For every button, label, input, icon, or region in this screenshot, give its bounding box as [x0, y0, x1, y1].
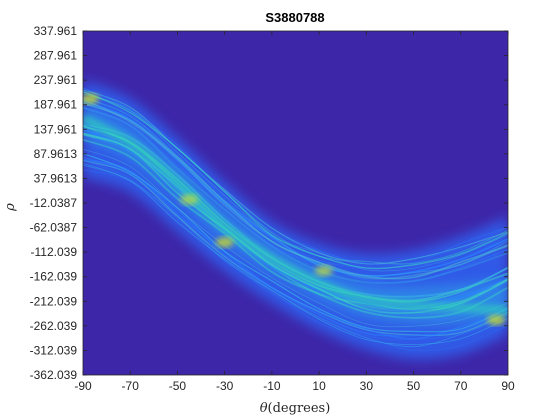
- y-tick-label: 337.961: [34, 24, 78, 38]
- y-tick-label: 287.961: [34, 49, 78, 63]
- x-tick-label: 30: [360, 379, 374, 393]
- y-tick-label: -312.039: [30, 343, 78, 357]
- sinusoid-streak: [83, 106, 508, 284]
- vote-hotspot: [83, 93, 100, 104]
- x-axis-label-unit: (degrees): [268, 401, 331, 416]
- vote-ridge: [83, 114, 508, 315]
- y-tick-label: 37.9613: [34, 171, 78, 185]
- x-tick-label: 70: [454, 379, 468, 393]
- sinusoid-streak: [83, 158, 508, 340]
- sinusoid-streak: [83, 90, 508, 270]
- x-tick-label: 50: [407, 379, 421, 393]
- sinusoid-streak: [83, 106, 508, 285]
- heatmap-layer: [83, 80, 508, 360]
- sinusoid-streak: [83, 156, 508, 337]
- y-tick-label: -212.039: [30, 294, 78, 308]
- sinusoid-streak: [83, 89, 508, 265]
- x-axis-label-symbol: θ: [260, 401, 268, 416]
- x-tick-label: -30: [216, 379, 234, 393]
- y-tick-label: -262.039: [30, 319, 78, 333]
- sinusoid-streak: [83, 102, 508, 280]
- y-tick-label: 187.961: [34, 98, 78, 112]
- sinusoid-streak: [83, 87, 508, 266]
- y-tick-label: 137.961: [34, 122, 78, 136]
- x-tick-label: -90: [74, 379, 92, 393]
- sinusoid-streak: [83, 163, 508, 347]
- sinusoid-streak: [83, 98, 508, 269]
- sinusoid-streak: [83, 91, 508, 272]
- y-tick-label: -12.0387: [30, 196, 78, 210]
- x-tick-label: -70: [122, 379, 140, 393]
- sinusoid-streak: [83, 93, 508, 265]
- plot-area: [82, 30, 509, 376]
- y-axis: 337.961 287.961 237.961 187.961 137.961 87.96…: [30, 24, 508, 382]
- sinusoid-streak: [83, 164, 508, 345]
- sinusoid-streak: [83, 159, 508, 341]
- vote-hotspot: [314, 265, 333, 276]
- sinusoid-streak: [83, 169, 508, 352]
- sinusoid-streak: [83, 148, 508, 328]
- vote-hotspot: [487, 314, 506, 325]
- chart-title: S3880788: [265, 10, 324, 25]
- sinusoid-streak: [83, 138, 508, 319]
- y-tick-label: -362.039: [30, 368, 78, 382]
- y-tick-label: 87.9613: [34, 147, 78, 161]
- sinusoid-streak: [83, 152, 508, 333]
- x-tick-label: -50: [169, 379, 187, 393]
- vote-hotspot: [215, 237, 234, 248]
- x-tick-label: -10: [263, 379, 281, 393]
- x-axis: -90 -70 -50 -30 -10 10 30 50 70 90: [74, 31, 515, 393]
- y-tick-label: 237.961: [34, 73, 78, 87]
- y-tick-label: -62.0387: [30, 221, 78, 235]
- x-axis-label: θ(degrees): [260, 401, 331, 416]
- vote-hotspot: [180, 194, 199, 205]
- x-tick-label: 10: [312, 379, 326, 393]
- y-axis-label: ρ: [3, 203, 18, 212]
- y-tick-label: -162.039: [30, 270, 78, 284]
- sinusoid-streak: [83, 96, 508, 277]
- y-tick-label: -112.039: [31, 245, 78, 259]
- x-tick-label: 90: [501, 379, 515, 393]
